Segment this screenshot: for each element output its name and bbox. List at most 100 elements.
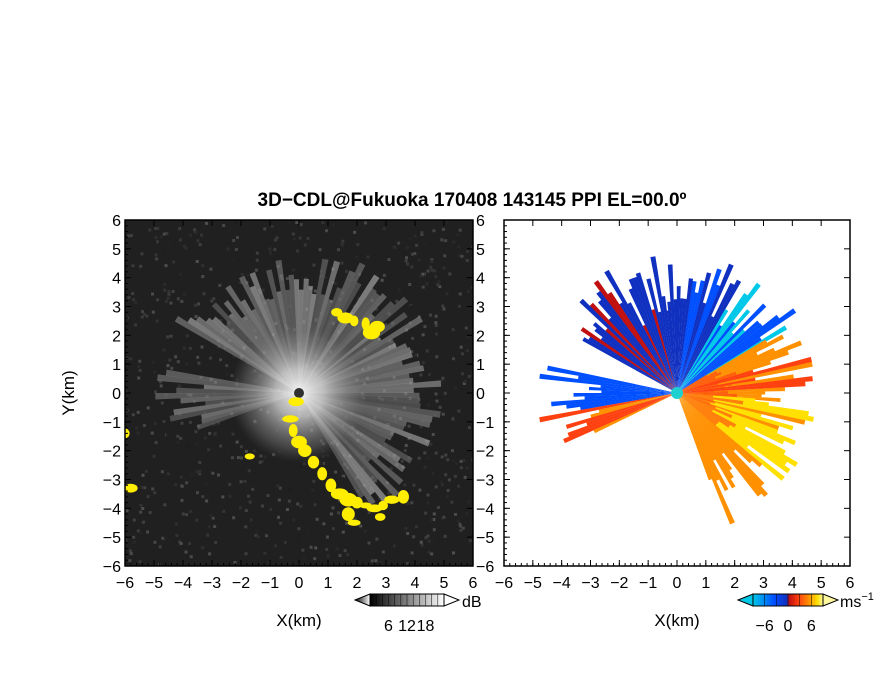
noise-speck bbox=[420, 231, 424, 235]
noise-speck bbox=[226, 321, 230, 325]
noise-speck bbox=[383, 238, 387, 242]
noise-speck bbox=[205, 499, 209, 503]
noise-speck bbox=[429, 442, 433, 446]
noise-speck bbox=[141, 507, 145, 511]
noise-speck bbox=[331, 506, 335, 510]
noise-speck bbox=[325, 547, 329, 551]
noise-speck bbox=[297, 527, 301, 531]
noise-speck bbox=[171, 322, 175, 326]
velocity-core-ray bbox=[677, 393, 737, 428]
velocity-ray bbox=[677, 393, 729, 492]
noise-speck bbox=[138, 560, 142, 564]
noise-speck bbox=[437, 279, 441, 283]
noise-speck bbox=[441, 304, 445, 308]
noise-speck bbox=[152, 454, 156, 458]
noise-speck bbox=[279, 555, 283, 559]
noise-speck bbox=[345, 269, 349, 273]
noise-speck bbox=[464, 326, 468, 330]
noise-speck bbox=[244, 525, 248, 529]
noise-speck bbox=[181, 512, 185, 516]
noise-speck bbox=[198, 469, 202, 473]
high-reflectivity-mark bbox=[374, 513, 386, 521]
noise-speck bbox=[388, 504, 392, 508]
reflectivity-axes: −6 −5 −4 −3 −2 −1 0 1 2 3 4 5 6−6 −6−5 −5−4 −4−3 −3−2 −2−… bbox=[103, 213, 495, 592]
noise-speck bbox=[189, 509, 193, 513]
noise-speck bbox=[321, 462, 325, 466]
x-tick-label: −1 bbox=[639, 575, 657, 592]
noise-speck bbox=[292, 237, 296, 241]
velocity-colorbar-unit-exponent: −1 bbox=[861, 591, 874, 603]
noise-speck bbox=[212, 297, 216, 301]
noise-speck bbox=[408, 282, 412, 286]
reflectivity-x-label: X(km) bbox=[276, 611, 321, 630]
velocity-core-ray bbox=[677, 377, 727, 393]
noise-speck bbox=[340, 261, 344, 265]
noise-speck bbox=[439, 379, 443, 383]
velocity-echo bbox=[539, 256, 814, 525]
velocity-ray bbox=[677, 282, 761, 393]
x-tick-label: −2 bbox=[232, 575, 250, 592]
noise-speck bbox=[324, 269, 328, 273]
noise-speck bbox=[454, 462, 458, 466]
x-tick-label: 0 bbox=[295, 575, 304, 592]
noise-speck bbox=[162, 249, 166, 253]
noise-speck bbox=[410, 305, 414, 309]
noise-speck bbox=[141, 473, 145, 477]
noise-speck bbox=[304, 277, 308, 281]
velocity-ray bbox=[592, 322, 677, 393]
noise-speck bbox=[408, 237, 412, 241]
noise-speck bbox=[188, 542, 192, 546]
noise-speck bbox=[198, 461, 202, 465]
noise-speck bbox=[162, 420, 166, 424]
noise-speck bbox=[462, 381, 466, 385]
y-tick-label: −1 bbox=[476, 415, 494, 432]
noise-speck bbox=[311, 488, 315, 492]
noise-speck bbox=[296, 538, 300, 542]
noise-speck bbox=[457, 409, 461, 413]
noise-speck bbox=[195, 231, 199, 235]
noise-speck bbox=[267, 560, 271, 564]
velocity-ray bbox=[677, 393, 753, 464]
noise-speck bbox=[189, 233, 193, 237]
noise-speck bbox=[375, 273, 379, 277]
noise-speck bbox=[161, 536, 165, 540]
high-reflectivity-mark bbox=[317, 467, 328, 481]
noise-speck bbox=[156, 240, 160, 244]
velocity-ray bbox=[677, 393, 724, 455]
noise-speck bbox=[153, 422, 157, 426]
x-tick-label: 6 bbox=[469, 575, 478, 592]
noise-speck bbox=[178, 238, 182, 242]
noise-speck bbox=[313, 503, 317, 507]
noise-speck bbox=[189, 473, 193, 477]
noise-speck bbox=[435, 355, 439, 359]
noise-speck bbox=[424, 511, 428, 515]
noise-speck bbox=[419, 274, 423, 278]
noise-speck bbox=[174, 355, 178, 359]
x-tick-label: 2 bbox=[353, 575, 362, 592]
noise-speck bbox=[176, 297, 180, 301]
noise-speck bbox=[302, 555, 306, 559]
noise-speck bbox=[278, 486, 282, 490]
noise-speck bbox=[273, 248, 277, 252]
noise-speck bbox=[406, 531, 410, 535]
noise-speck bbox=[340, 476, 344, 480]
noise-speck bbox=[285, 277, 289, 281]
noise-speck bbox=[331, 527, 335, 531]
noise-speck bbox=[255, 258, 259, 262]
noise-speck bbox=[291, 232, 295, 236]
noise-speck bbox=[146, 530, 150, 534]
high-reflectivity-mark bbox=[366, 504, 383, 513]
noise-speck bbox=[160, 401, 164, 405]
y-tick-label: −6 bbox=[476, 559, 494, 576]
noise-speck bbox=[208, 552, 212, 556]
velocity-ray bbox=[677, 337, 762, 393]
velocity-core-ray bbox=[677, 371, 737, 393]
noise-speck bbox=[470, 286, 473, 290]
noise-speck bbox=[152, 360, 156, 364]
noise-speck bbox=[287, 220, 291, 224]
y-tick-label: 5 bbox=[476, 242, 485, 259]
noise-speck bbox=[368, 518, 372, 522]
noise-speck bbox=[421, 333, 425, 337]
velocity-colorbar-unit-base: ms bbox=[840, 594, 861, 611]
velocity-core-ray bbox=[677, 393, 733, 419]
